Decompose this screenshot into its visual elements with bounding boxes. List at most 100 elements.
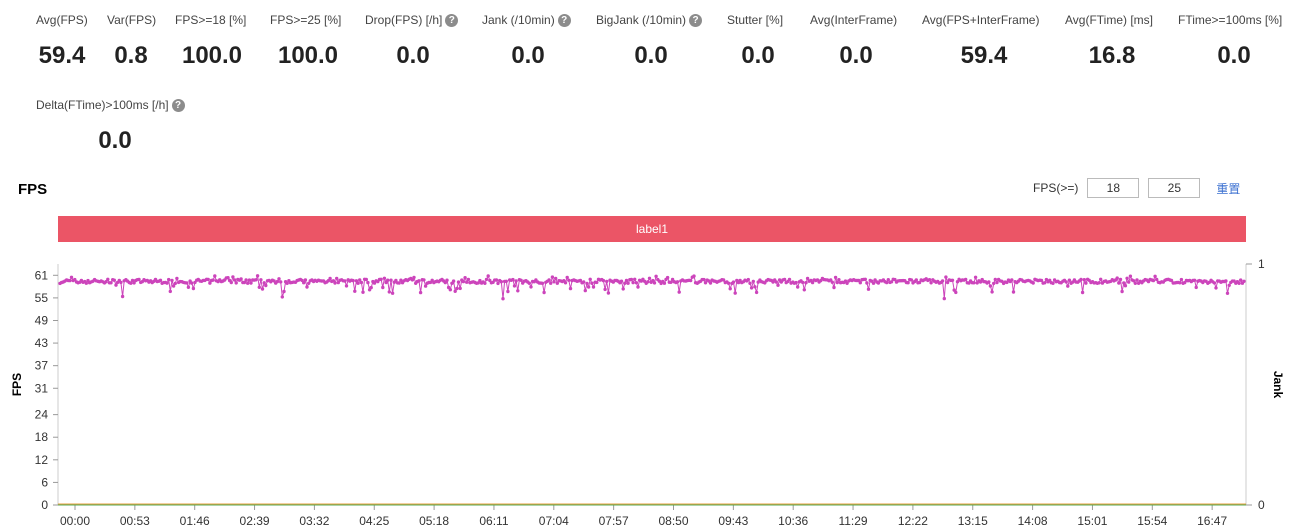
help-icon[interactable]: ?: [445, 13, 459, 27]
y-tick-label: 37: [35, 359, 49, 373]
fps-point: [303, 278, 308, 282]
metric-label-text: FPS>=25 [%]: [270, 13, 342, 27]
fps-point: [465, 280, 469, 284]
fps-point: [1097, 281, 1101, 285]
metric-label-text: Var(FPS): [107, 13, 157, 27]
x-tick-label: 04:25: [359, 514, 389, 528]
fps-point: [626, 281, 630, 285]
fps-point: [206, 277, 210, 282]
x-tick-label: 13:15: [958, 514, 988, 528]
fps-point: [356, 281, 360, 285]
fps-point: [229, 280, 233, 285]
fps-point: [1192, 278, 1197, 282]
fps-point: [1031, 281, 1035, 285]
fps-point: [158, 278, 163, 282]
fps-point: [993, 277, 997, 282]
fps-point: [669, 280, 673, 284]
y-tick-label: 24: [35, 408, 49, 422]
fps-point: [226, 276, 230, 280]
x-tick-label: 11:29: [838, 514, 867, 528]
fps-point: [260, 287, 265, 291]
fps-point: [1169, 278, 1174, 283]
fps-point: [578, 278, 583, 283]
label-bar[interactable]: label1: [58, 216, 1246, 242]
fps-point: [542, 290, 546, 295]
fps-point: [1237, 281, 1241, 285]
fps-point: [662, 281, 667, 285]
fps-point: [119, 280, 123, 285]
fps-chart[interactable]: 0 6 12 18 24 31 37 43 49 55 61 0 1 00:00 00:53 01:46 02:…: [0, 250, 1292, 531]
section-title: FPS: [18, 181, 48, 198]
fps-point: [702, 277, 706, 282]
fps-point: [606, 291, 611, 295]
fps-point: [463, 276, 467, 280]
label-bar-text: label1: [635, 222, 669, 236]
x-tick-label: 14:08: [1018, 514, 1048, 528]
fps-point: [488, 278, 492, 283]
reset-link[interactable]: 重置: [1216, 181, 1241, 196]
fps-point: [499, 280, 503, 284]
fps-point: [529, 285, 533, 289]
metric-label: Drop(FPS) [/h]?: [365, 12, 459, 28]
fps-point: [728, 287, 732, 291]
fps-point: [886, 278, 890, 282]
fps-point: [555, 281, 559, 285]
fps-point: [833, 275, 838, 280]
metric-label-text: Jank (/10min): [482, 13, 555, 27]
fps-threshold-input-2[interactable]: [1148, 178, 1201, 198]
fps-point: [1153, 274, 1157, 278]
fps-point: [629, 277, 634, 282]
fps-point: [1239, 278, 1243, 282]
fps-point: [782, 277, 787, 282]
fps-point: [1214, 286, 1218, 290]
fps-point: [945, 280, 950, 285]
fps-point: [232, 278, 237, 282]
fps-point: [845, 281, 849, 285]
metric-label-text: Stutter [%]: [727, 13, 784, 27]
fps-point: [307, 281, 311, 285]
fps-point: [563, 281, 568, 285]
metric-value: 59.4: [960, 42, 1008, 69]
fps-point: [418, 290, 423, 295]
fps-point: [1067, 278, 1072, 282]
fps-point: [801, 280, 805, 285]
fps-point: [109, 281, 113, 285]
fps-point: [423, 284, 428, 288]
fps-point: [285, 281, 289, 285]
fps-point: [461, 279, 466, 284]
help-icon[interactable]: ?: [689, 13, 703, 27]
fps-point: [137, 277, 141, 282]
fps-point: [211, 278, 215, 282]
fps-point: [583, 288, 587, 293]
fps-point: [810, 280, 815, 285]
fps-point: [1048, 278, 1052, 282]
fps-point: [1132, 279, 1136, 283]
y2-axis-title: Jank: [1271, 371, 1285, 399]
fps-point: [399, 278, 403, 282]
fps-point: [455, 286, 459, 291]
fps-point: [992, 281, 996, 286]
fps-point: [282, 289, 286, 294]
metric-label-text: FPS>=18 [%]: [175, 13, 247, 27]
fps-point: [132, 281, 136, 285]
fps-point: [353, 289, 357, 293]
fps-point: [456, 280, 461, 284]
fps-threshold-input-1[interactable]: [1087, 178, 1140, 198]
fps-point: [486, 274, 490, 278]
fps-point: [726, 281, 731, 285]
metric-label: Jank (/10min)?: [482, 12, 571, 28]
fps-point: [909, 278, 914, 282]
fps-point: [104, 280, 108, 284]
fps-point: [554, 276, 558, 281]
fps-point: [754, 290, 759, 295]
fps-point: [830, 280, 834, 284]
help-icon[interactable]: ?: [171, 98, 185, 112]
help-icon[interactable]: ?: [557, 13, 571, 27]
fps-point: [170, 278, 174, 283]
fps-point: [746, 277, 750, 282]
fps-point: [514, 279, 518, 283]
fps-point: [929, 281, 933, 285]
y-tick-label: 55: [35, 291, 49, 305]
fps-point: [516, 289, 520, 293]
fps-point: [1011, 290, 1016, 294]
